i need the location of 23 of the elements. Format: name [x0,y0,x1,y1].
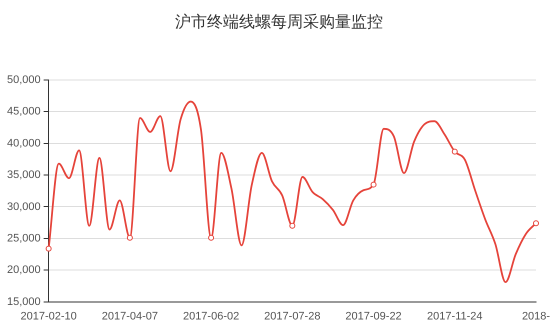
x-tick-label: 2017-04-07 [102,310,158,322]
x-tick-label: 2017-02-10 [20,310,77,322]
point [289,222,296,229]
point [126,234,133,241]
x-tick-label: 2017-09-22 [345,310,402,322]
x-tick-label: 2017-11-24 [427,310,482,322]
y-tick-label: 40,000 [6,137,41,150]
point [452,148,458,155]
x-tick-label: 2017-06-02 [182,310,240,322]
y-tick-label: 20,000 [6,264,41,276]
y-tick-label: 45,000 [6,106,41,118]
y-tick-label: 50,000 [6,74,41,86]
x-tick-label: 2018- [522,310,550,322]
y-tick-label: 15,000 [6,296,41,308]
point [46,246,52,252]
x-tick-label: 2017-07-28 [264,310,320,322]
chart-title: 沪市终端线螺每周采购量监控 [174,12,384,33]
point [533,220,539,226]
point [208,234,214,241]
y-tick-label: 25,000 [6,232,41,244]
y-tick-label: 35,000 [6,169,41,182]
point [370,182,377,188]
y-tick-label: 30,000 [6,200,41,213]
